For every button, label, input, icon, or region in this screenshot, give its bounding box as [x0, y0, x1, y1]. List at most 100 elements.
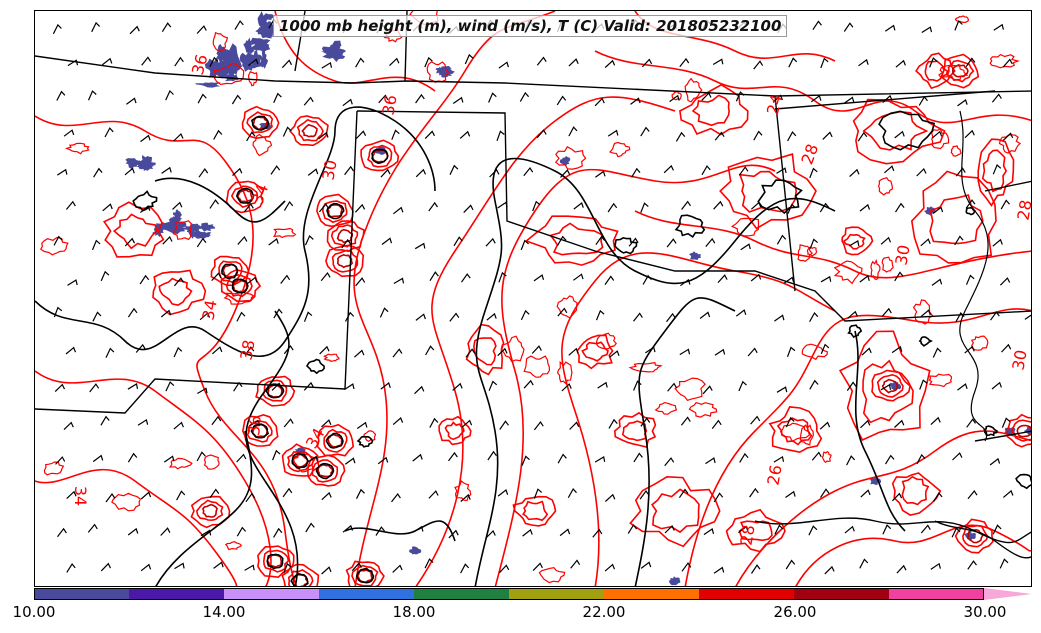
wind-barb: [711, 419, 722, 429]
wind-barb: [488, 380, 498, 391]
wind-barb: [91, 21, 101, 33]
temperature-contour-small: [654, 401, 678, 415]
wind-barb: [849, 168, 860, 178]
wind-barb: [172, 201, 183, 210]
wind-barb: [811, 451, 822, 461]
temperature-contour-loop: [691, 94, 730, 127]
wind-barb: [465, 348, 476, 358]
colorbar-segment: [34, 588, 130, 600]
temperature-contour-small: [821, 450, 832, 463]
contour-label: 36: [188, 52, 212, 77]
wind-barb: [165, 381, 175, 392]
wind-fill-patch: [223, 73, 239, 82]
wind-barb: [209, 488, 220, 499]
colorbar-segment: [604, 588, 700, 600]
temperature-contour-small: [954, 15, 970, 23]
wind-barb: [861, 347, 872, 356]
wind-fill-patch: [204, 57, 227, 78]
temperature-contour-small: [931, 128, 950, 150]
wind-barb: [429, 271, 439, 282]
contour-label: 36: [378, 93, 400, 116]
wind-barb: [895, 59, 906, 68]
wind-barb: [281, 59, 293, 69]
wind-barb: [378, 94, 389, 104]
wind-barb: [283, 344, 294, 355]
wind-barb: [712, 58, 724, 66]
temperature-contour-small: [938, 64, 969, 81]
wind-barb: [392, 564, 403, 573]
wind-barb: [424, 56, 433, 68]
wind-fill-patch: [195, 82, 222, 88]
wind-barb: [533, 274, 545, 282]
wind-barb: [414, 385, 425, 395]
wind-barb: [604, 275, 615, 285]
colorbar-segment: [794, 588, 890, 600]
temperature-bullseye: [246, 419, 273, 443]
temperature-contour-small: [684, 77, 703, 103]
wind-barb: [55, 456, 66, 465]
wind-barb: [497, 201, 508, 209]
wind-barb: [344, 165, 354, 176]
wind-barb: [714, 348, 726, 356]
temperature-bullseye: [326, 220, 365, 253]
temperature-bullseye: [225, 180, 265, 214]
temperature-contour-small: [556, 295, 578, 319]
wind-barb: [787, 203, 797, 214]
wind-barbs-layer: [52, 18, 1031, 575]
wind-barb: [573, 202, 584, 210]
temperature-contour-small: [989, 53, 1020, 69]
temperature-contour-small: [172, 220, 192, 241]
wind-barb: [236, 311, 246, 322]
wind-barb: [321, 61, 333, 69]
wind-barb: [488, 92, 497, 103]
temperature-bullseye: [336, 228, 353, 244]
wind-barb: [63, 421, 74, 431]
temperature-bullseye: [262, 549, 290, 573]
wind-barb: [820, 275, 832, 283]
height-contour: [35, 106, 436, 358]
wind-fill-patch: [257, 11, 270, 33]
height-contour-loop: [878, 110, 936, 151]
wind-barb: [749, 487, 759, 498]
contour-label: 28: [797, 141, 822, 167]
temperature-contour-small: [64, 142, 90, 155]
wind-barb: [640, 417, 651, 427]
wind-barb: [460, 563, 470, 574]
contour-label: 26: [763, 463, 785, 486]
wind-barb: [532, 562, 543, 572]
temperature-contour-loop: [651, 488, 700, 534]
temperature-bullseye: [1016, 424, 1031, 438]
wind-barb: [567, 487, 577, 498]
wind-barb: [843, 22, 854, 32]
wind-barb: [236, 453, 247, 463]
wind-barb: [127, 307, 138, 318]
height-bullseye: [231, 278, 249, 294]
wind-barb: [140, 563, 152, 572]
wind-barb: [964, 129, 975, 139]
temperature-contour-small: [43, 461, 65, 476]
state-border: [984, 180, 1031, 192]
wind-barb: [595, 235, 606, 246]
wind-barb: [569, 421, 580, 430]
wind-barb: [891, 492, 903, 502]
wind-barb: [666, 312, 676, 323]
temperature-bullseye: [201, 503, 219, 518]
colorbar-segment: [414, 588, 510, 600]
temperature-bullseye: [241, 414, 279, 447]
wind-barb: [735, 309, 747, 317]
temperature-contour-small: [806, 246, 818, 257]
wind-barb: [415, 313, 426, 321]
height-bullseye: [291, 452, 309, 470]
wind-barb: [739, 452, 749, 463]
wind-barb: [209, 199, 219, 209]
wind-barb: [568, 126, 578, 137]
wind-barb: [812, 20, 822, 31]
river-line: [959, 110, 989, 442]
wind-barb: [92, 454, 104, 463]
map-title: 1000 mb height (m), wind (m/s), T (C) Va…: [273, 15, 788, 37]
wind-barb: [320, 271, 331, 282]
wind-fill-patch: [255, 27, 272, 38]
wind-fill-patch: [438, 69, 450, 78]
height-contour: [854, 330, 906, 532]
wind-barb: [303, 96, 314, 106]
